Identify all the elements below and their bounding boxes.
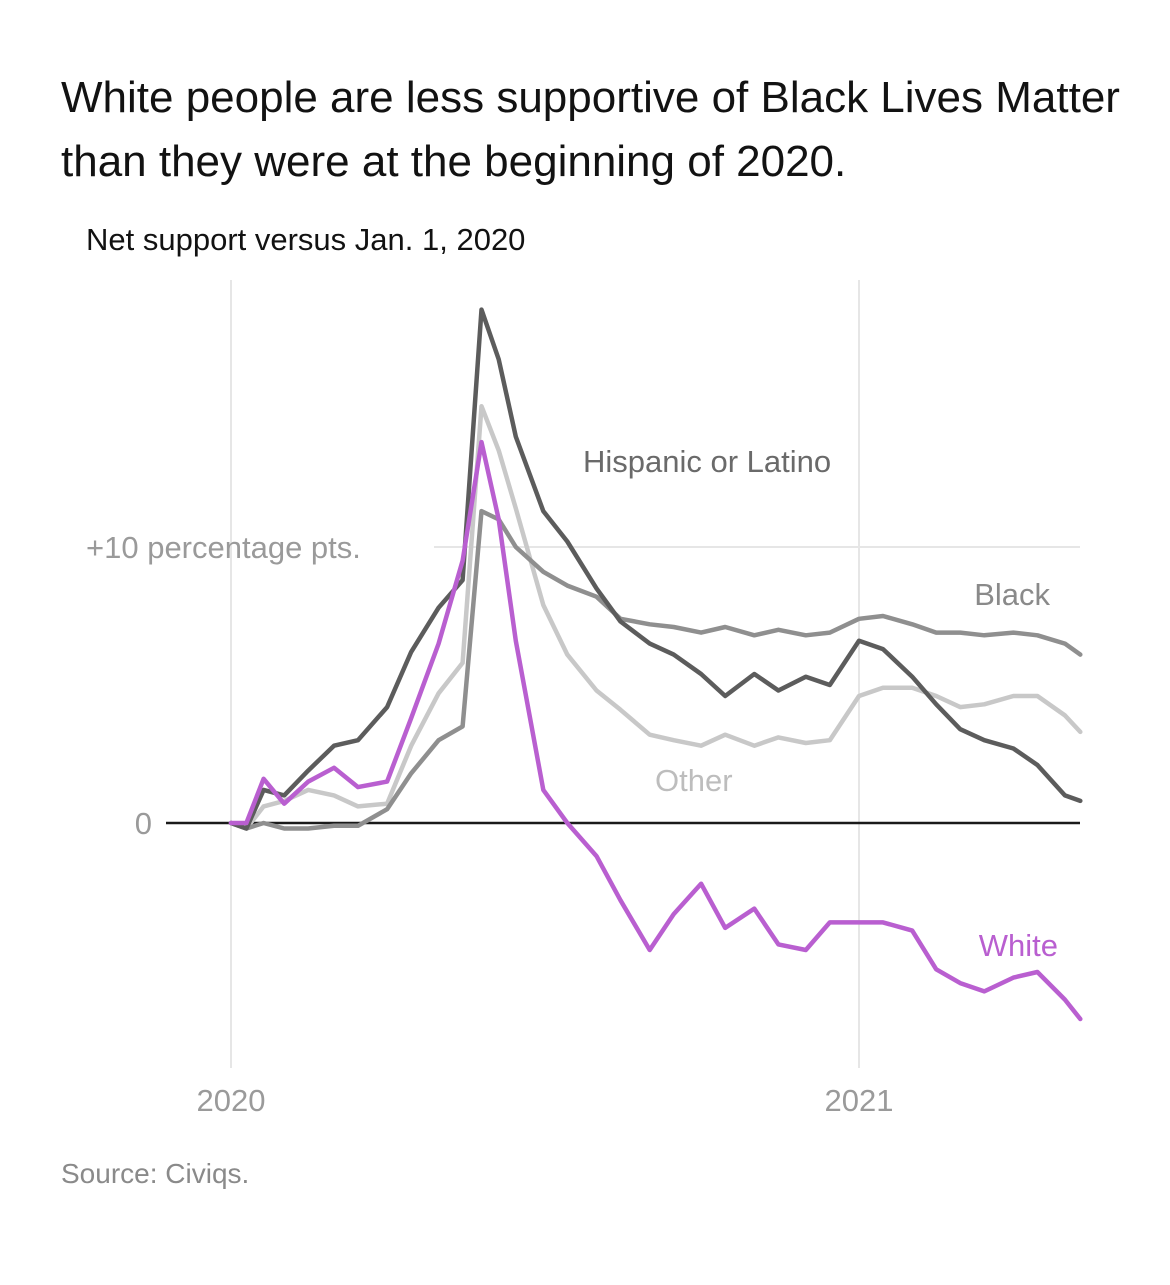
y-tick-label-0: 0 — [135, 806, 152, 841]
x-tick-label-2021: 2021 — [825, 1083, 894, 1118]
series-line-white — [228, 439, 1083, 1022]
chart-title: White people are less supportive of Blac… — [61, 73, 1120, 186]
y-tick-label-10: +10 percentage pts. — [86, 530, 361, 565]
series-layer — [228, 307, 1083, 1022]
tick-layer: 2020 2021 0 +10 percentage pts. — [86, 530, 893, 1118]
series-line-other — [228, 403, 1083, 831]
series-label-white: White — [979, 928, 1058, 963]
series-line-hispanic-or-latino — [228, 307, 1083, 831]
series-line-black — [228, 508, 1083, 831]
series-label-other: Other — [655, 763, 733, 798]
x-tick-label-2020: 2020 — [197, 1083, 266, 1118]
chart-subtitle: Net support versus Jan. 1, 2020 — [86, 222, 526, 257]
series-label-hispanic-or-latino: Hispanic or Latino — [583, 444, 831, 479]
grid-layer — [166, 280, 1080, 1068]
series-label-layer: Other Black Hispanic or Latino White — [583, 444, 1058, 963]
series-label-black: Black — [974, 577, 1050, 612]
source-note: Source: Civiqs. — [61, 1158, 250, 1189]
